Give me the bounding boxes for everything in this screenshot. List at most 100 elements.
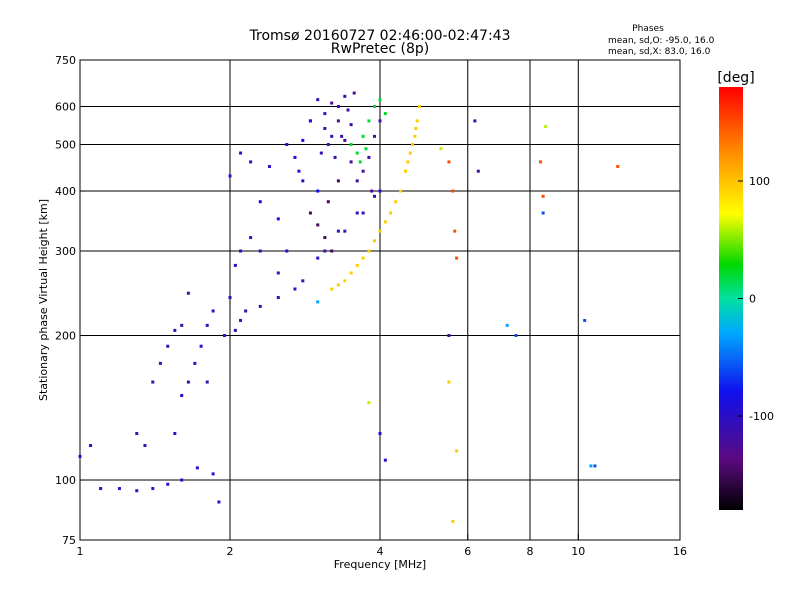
data-point xyxy=(336,105,340,109)
chart-title: Tromsø 20160727 02:46:00-02:47:43 xyxy=(249,28,511,44)
data-point xyxy=(336,119,340,123)
data-point xyxy=(355,263,359,267)
data-point xyxy=(117,487,121,491)
data-point xyxy=(415,119,419,123)
data-point xyxy=(616,164,620,168)
data-point xyxy=(349,123,353,127)
data-point xyxy=(541,194,545,198)
x-tick-label: 2 xyxy=(227,545,234,558)
data-point xyxy=(417,105,421,109)
data-point xyxy=(323,236,327,240)
data-point xyxy=(173,432,177,436)
data-point xyxy=(326,143,330,147)
data-point xyxy=(367,249,371,253)
data-points xyxy=(78,91,620,523)
x-tick-label: 8 xyxy=(527,545,534,558)
data-point xyxy=(476,169,480,173)
data-point xyxy=(343,229,347,233)
data-point xyxy=(258,304,262,308)
x-tick-label: 1 xyxy=(77,545,84,558)
y-tick-label: 500 xyxy=(55,139,76,152)
data-point xyxy=(276,217,280,221)
data-point xyxy=(199,344,203,348)
data-point xyxy=(593,464,597,468)
grid-lines xyxy=(80,60,680,540)
colorbar-tick-label: 100 xyxy=(749,175,770,188)
data-point xyxy=(233,263,237,267)
data-point xyxy=(316,256,320,260)
data-point xyxy=(308,119,312,123)
data-point xyxy=(399,189,403,193)
phases-line-o: mean, sd,O: -95.0, 16.0 xyxy=(608,36,715,46)
data-point xyxy=(358,160,362,164)
data-point xyxy=(323,249,327,253)
data-point xyxy=(378,98,382,102)
data-point xyxy=(217,500,221,504)
data-point xyxy=(78,454,82,458)
data-point xyxy=(336,229,340,233)
data-point xyxy=(349,160,353,164)
data-point xyxy=(186,380,190,384)
data-point xyxy=(323,112,327,116)
data-point xyxy=(439,147,443,151)
data-point xyxy=(330,134,334,138)
data-point xyxy=(244,309,248,313)
data-point xyxy=(367,119,371,123)
data-point xyxy=(301,279,305,283)
data-point xyxy=(583,318,587,322)
data-point xyxy=(539,160,543,164)
data-point xyxy=(186,291,190,295)
data-point xyxy=(411,143,415,147)
data-point xyxy=(166,482,170,486)
phases-line-x: mean, sd,X: 83.0, 16.0 xyxy=(608,47,711,57)
data-point xyxy=(361,256,365,260)
data-point xyxy=(297,169,301,173)
data-point xyxy=(336,179,340,183)
data-point xyxy=(406,160,410,164)
x-tick-label: 16 xyxy=(673,545,687,558)
data-point xyxy=(239,151,243,155)
x-tick-label: 6 xyxy=(464,545,471,558)
axis-ticks: 1 2 4 6 8 10 16 75 100 200 300 400 500 600 750 xyxy=(55,54,687,558)
x-tick-label: 4 xyxy=(377,545,384,558)
x-axis-label: Frequency [MHz] xyxy=(334,558,426,571)
data-point xyxy=(276,296,280,300)
data-point xyxy=(383,458,387,462)
colorbar-ticks: 100 0 -100 xyxy=(738,175,774,423)
data-point xyxy=(447,380,451,384)
data-point xyxy=(249,236,253,240)
data-point xyxy=(378,189,382,193)
data-point xyxy=(99,487,103,491)
data-point xyxy=(180,478,184,482)
data-point xyxy=(323,126,327,130)
data-point xyxy=(316,223,320,227)
data-point xyxy=(514,334,518,338)
data-point xyxy=(180,323,184,327)
data-point xyxy=(455,449,459,453)
data-point xyxy=(195,466,199,470)
data-point xyxy=(158,361,162,365)
data-point xyxy=(293,155,297,159)
y-tick-label: 400 xyxy=(55,185,76,198)
data-point xyxy=(373,194,377,198)
data-point xyxy=(316,189,320,193)
data-point xyxy=(258,249,262,253)
data-point xyxy=(383,112,387,116)
data-point xyxy=(193,361,197,365)
data-point xyxy=(373,134,377,138)
data-point xyxy=(367,401,371,405)
data-point xyxy=(413,134,417,138)
data-point xyxy=(455,256,459,260)
data-point xyxy=(239,249,243,253)
data-point xyxy=(473,119,477,123)
y-tick-label: 300 xyxy=(55,245,76,258)
data-point xyxy=(447,334,451,338)
data-point xyxy=(135,432,139,436)
data-point xyxy=(211,309,215,313)
data-point xyxy=(135,489,139,493)
data-point xyxy=(285,143,289,147)
data-point xyxy=(233,328,237,332)
colorbar-tick-label: 0 xyxy=(749,293,756,306)
data-point xyxy=(330,101,334,105)
data-point xyxy=(343,94,347,98)
